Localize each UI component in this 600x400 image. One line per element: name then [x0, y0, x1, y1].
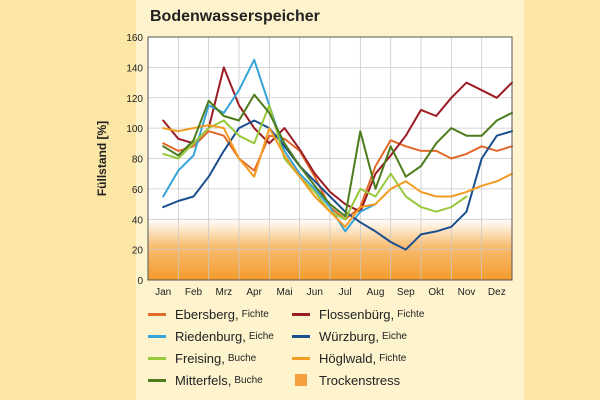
- x-tick-label: Aug: [367, 287, 385, 298]
- legend-item-mitterfels: Mitterfels, Buche: [148, 369, 263, 391]
- x-tick-label: Dez: [488, 287, 506, 298]
- legend-item-freising: Freising, Buche: [148, 347, 256, 369]
- y-axis-label: Füllstand [%]: [95, 121, 109, 196]
- chart-title: Bodenwasserspeicher: [150, 8, 320, 25]
- y-tick-label: 0: [137, 276, 143, 287]
- plot-border: [147, 36, 513, 281]
- legend-swatch-line: [292, 312, 310, 316]
- legend-label: Höglwald,: [319, 350, 377, 366]
- legend-swatch-box: [295, 374, 307, 386]
- x-tick-label: Sep: [397, 287, 415, 298]
- legend: Ebersberg, Fichte Flossenbürg, Fichte Rieden…: [148, 303, 448, 399]
- series-line-ebersberg: [162, 130, 513, 221]
- legend-sublabel: Buche: [234, 374, 263, 386]
- y-tick-label: 100: [126, 124, 143, 135]
- legend-label: Riedenburg,: [175, 328, 246, 344]
- legend-swatch-line: [148, 378, 166, 382]
- legend-sublabel: Fichte: [241, 308, 269, 320]
- x-tick-label: Mrz: [215, 287, 232, 298]
- x-tick-label: Okt: [428, 287, 444, 298]
- x-tick-label: Nov: [458, 287, 476, 298]
- legend-swatch-line: [148, 334, 166, 338]
- y-tick-label: 140: [126, 63, 143, 74]
- x-tick-label: Jan: [155, 287, 171, 298]
- legend-swatch-line: [292, 356, 310, 360]
- legend-label: Flossenbürg,: [319, 306, 395, 322]
- legend-sublabel: Eiche: [248, 330, 274, 342]
- legend-item-wuerzburg: Würzburg, Eiche: [292, 325, 407, 347]
- x-tick-label: Jul: [339, 287, 352, 298]
- legend-item-flossenbuerg: Flossenbürg, Fichte: [292, 303, 424, 325]
- series-line-wuerzburg: [162, 119, 513, 251]
- series-line-flossenbuerg: [162, 66, 513, 213]
- y-tick-label: 20: [132, 246, 144, 257]
- legend-label: Würzburg,: [319, 328, 379, 344]
- legend-label: Freising,: [175, 350, 225, 366]
- legend-item-hoeglwald: Höglwald, Fichte: [292, 347, 406, 369]
- y-tick-label: 80: [132, 155, 144, 166]
- legend-sublabel: Eiche: [381, 330, 407, 342]
- legend-swatch-line: [148, 356, 166, 360]
- y-tick-label: 60: [132, 185, 144, 196]
- legend-swatch-line: [148, 312, 166, 316]
- legend-item-ebersberg: Ebersberg, Fichte: [148, 303, 269, 325]
- series-line-mitterfels: [162, 93, 513, 218]
- legend-label: Trockenstress: [319, 372, 401, 388]
- y-tick-label: 160: [126, 33, 143, 44]
- legend-swatch-line: [292, 334, 310, 338]
- y-tick-label: 120: [126, 94, 143, 105]
- legend-sublabel: Buche: [227, 352, 257, 364]
- x-tick-label: Apr: [246, 287, 262, 298]
- series-line-hoeglwald: [162, 124, 513, 228]
- x-tick-label: Mai: [276, 287, 292, 298]
- x-tick-label: Feb: [185, 287, 203, 298]
- legend-sublabel: Fichte: [397, 308, 425, 320]
- legend-sublabel: Fichte: [379, 352, 407, 364]
- legend-label: Ebersberg,: [175, 306, 239, 322]
- legend-label: Mitterfels,: [175, 372, 232, 388]
- legend-item-riedenburg: Riedenburg, Eiche: [148, 325, 274, 347]
- legend-item-trockenstress: Trockenstress: [292, 369, 400, 391]
- y-tick-label: 40: [132, 215, 144, 226]
- x-tick-label: Jun: [307, 287, 323, 298]
